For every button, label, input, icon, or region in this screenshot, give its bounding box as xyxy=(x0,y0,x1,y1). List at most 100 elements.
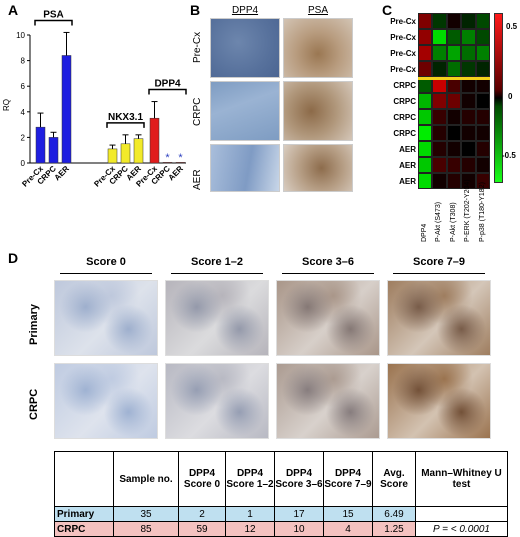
group-label-nkx31: NKX3.1 xyxy=(108,112,143,123)
score-underline-0 xyxy=(60,273,152,274)
heatmap-row-label: AER xyxy=(399,177,416,186)
heatmap-cell xyxy=(475,173,490,189)
heatmap-cell xyxy=(432,109,447,125)
heatmap-row-label: CRPC xyxy=(393,129,416,138)
heatmap-cell xyxy=(446,29,462,45)
heatmap-cell xyxy=(446,109,462,125)
heatmap-cell xyxy=(418,173,433,189)
bar xyxy=(48,137,59,164)
heatmap-row-label: Pre-Cx xyxy=(390,17,416,26)
y-tick-label: 8 xyxy=(21,57,26,66)
heatmap-row-label: CRPC xyxy=(393,113,416,122)
table-cell: 35 xyxy=(113,506,179,522)
panel-a-letter: A xyxy=(8,2,19,18)
heatmap-col-label: DPP4 xyxy=(421,223,428,242)
score-underline-3-6 xyxy=(282,273,374,274)
heatmap-cell xyxy=(432,13,447,29)
panel-c-letter: C xyxy=(382,2,393,18)
heatmap-row-label: AER xyxy=(399,145,416,154)
panel-a-bar-chart: 0246810RQPre-CxCRPCAERPSAPre-CxCRPCAERNK… xyxy=(2,9,187,189)
bar xyxy=(61,55,72,164)
score-underline-1-2 xyxy=(171,273,263,274)
table-header-row: Sample no. DPP4 Score 0 DPP4 Score 1–2 D… xyxy=(54,451,508,507)
ihc-image-psa-crpc xyxy=(283,81,353,141)
table-cell: 15 xyxy=(323,506,373,522)
heatmap-cell xyxy=(418,93,433,109)
table-cell: 1.25 xyxy=(372,521,416,537)
table-header-cell: Mann–Whitney U test xyxy=(415,451,508,507)
heatmap-cell xyxy=(475,141,490,157)
heatmap-cell xyxy=(461,29,476,45)
heatmap-cell xyxy=(446,93,462,109)
bar xyxy=(175,162,186,164)
dpp4-score-table: Sample no. DPP4 Score 0 DPP4 Score 1–2 D… xyxy=(54,451,508,537)
heatmap-cell xyxy=(461,93,476,109)
row-label-primary: Primary xyxy=(28,304,40,345)
heatmap-row-label: CRPC xyxy=(393,97,416,106)
y-tick-label: 2 xyxy=(21,133,26,142)
heatmap-cell xyxy=(461,61,476,77)
heatmap-col-label: P-p38 (T180-Y182) xyxy=(478,182,486,242)
heatmap-cell xyxy=(475,93,490,109)
ihc-image-primary-3 xyxy=(387,280,491,356)
panel-d-letter: D xyxy=(8,250,19,266)
heatmap-cell xyxy=(461,109,476,125)
table-cell: 85 xyxy=(113,521,179,537)
heatmap-cell xyxy=(461,141,476,157)
heatmap-cell xyxy=(461,157,476,173)
heatmap-cell xyxy=(475,29,490,45)
panel-b-row-label-crpc: CRPC xyxy=(192,97,203,126)
y-tick-label: 6 xyxy=(21,82,26,91)
bar xyxy=(133,138,144,164)
table-cell: 4 xyxy=(323,521,373,537)
ihc-image-psa-aer xyxy=(283,144,353,192)
colorbar-label-mid: 0 xyxy=(508,92,513,101)
panel-b-header-psa: PSA xyxy=(307,5,328,16)
y-tick-label: 0 xyxy=(21,159,26,168)
table-cell: 12 xyxy=(225,521,275,537)
table-header-cell: Sample no. xyxy=(113,451,179,507)
colorbar xyxy=(494,13,503,183)
heatmap-cell xyxy=(475,109,490,125)
x-tick-label: AER xyxy=(167,164,185,182)
group-label-dpp4: DPP4 xyxy=(154,79,181,90)
ihc-image-crpc-3 xyxy=(387,363,491,439)
group-separator-line xyxy=(418,77,490,80)
table-cell: 6.49 xyxy=(372,506,416,522)
heatmap-row-label: Pre-Cx xyxy=(390,49,416,58)
score-underline-7-9 xyxy=(393,273,485,274)
y-tick-label: 10 xyxy=(16,31,25,40)
table-header-cell: DPP4 Score 0 xyxy=(178,451,226,507)
heatmap-cell xyxy=(475,157,490,173)
heatmap-cell xyxy=(461,125,476,141)
significance-marker: * xyxy=(165,152,170,164)
bar xyxy=(35,126,46,164)
table-cell: Primary xyxy=(54,506,114,522)
heatmap-row-label: Pre-Cx xyxy=(390,33,416,42)
bar xyxy=(120,143,131,164)
ihc-image-primary-0 xyxy=(54,280,158,356)
heatmap-row-label: CRPC xyxy=(393,81,416,90)
heatmap-cell xyxy=(418,61,433,77)
table-row-primary: Primary 35 2 1 17 15 6.49 xyxy=(54,506,508,522)
heatmap-cell xyxy=(461,45,476,61)
table-cell: CRPC xyxy=(54,521,114,537)
ihc-image-psa-precx xyxy=(283,18,353,78)
heatmap-cell xyxy=(418,157,433,173)
heatmap-row-label: AER xyxy=(399,161,416,170)
score-header-7-9: Score 7–9 xyxy=(413,256,465,268)
ihc-image-dpp4-precx xyxy=(210,18,280,78)
table-cell: 17 xyxy=(274,506,324,522)
panel-b-header-dpp4: DPP4 xyxy=(231,5,259,16)
heatmap-col-label: P-ERK (T202-Y204) xyxy=(464,179,472,242)
heatmap-cell xyxy=(475,61,490,77)
heatmap-grid xyxy=(418,13,490,189)
score-header-0: Score 0 xyxy=(86,256,126,268)
group-bracket xyxy=(148,88,187,95)
heatmap-cell xyxy=(418,109,433,125)
heatmap-row-label: Pre-Cx xyxy=(390,65,416,74)
heatmap-cell xyxy=(475,125,490,141)
heatmap-cell xyxy=(432,125,447,141)
heatmap-cell xyxy=(446,125,462,141)
score-header-1-2: Score 1–2 xyxy=(191,256,243,268)
